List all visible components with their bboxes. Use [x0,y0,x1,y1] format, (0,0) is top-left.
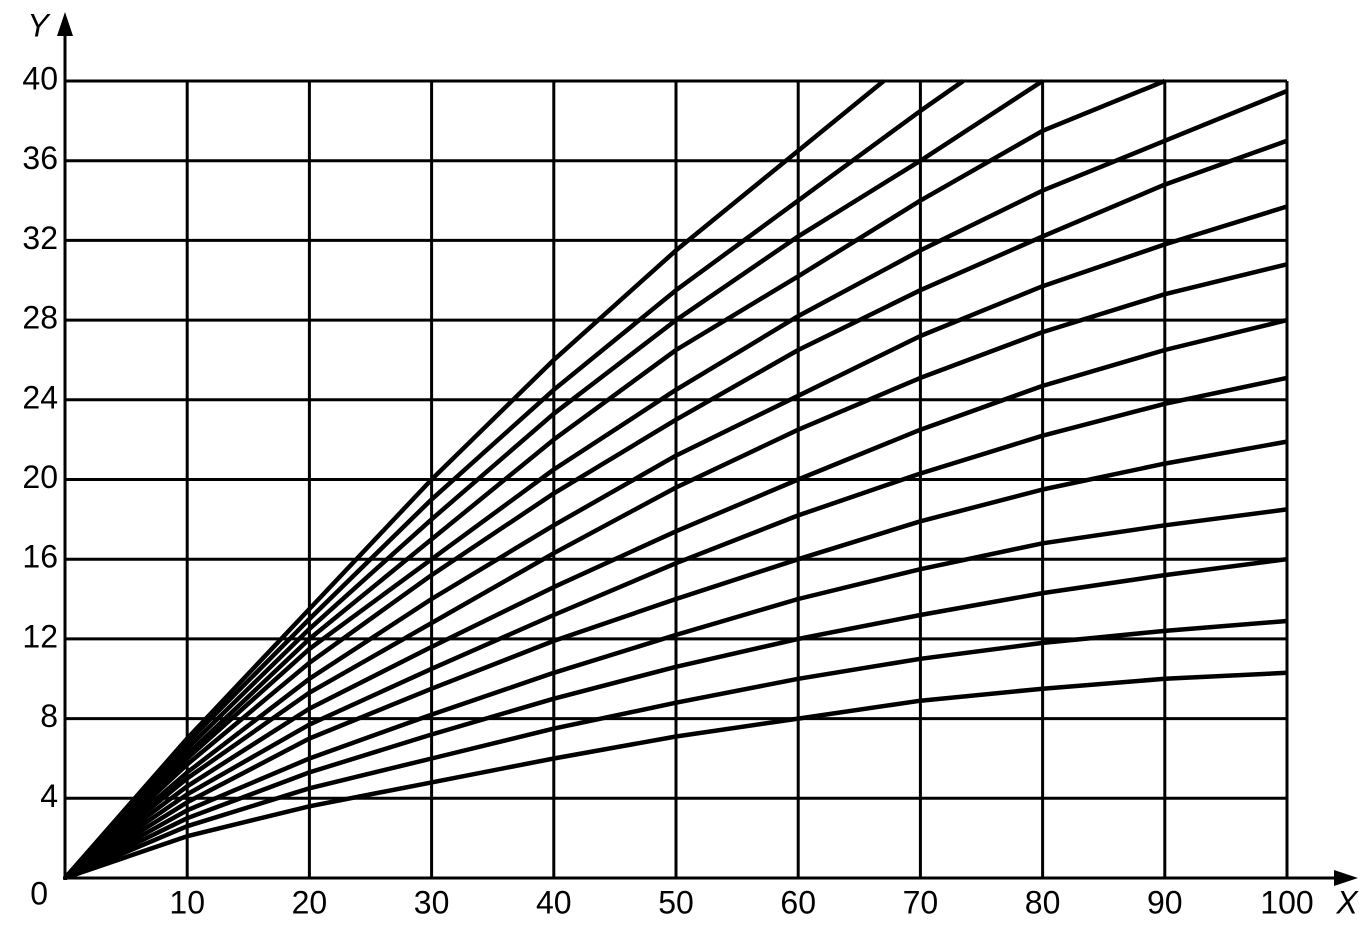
x-tick-label: 80 [1025,884,1061,920]
curve [63,375,1288,880]
y-tick-label: 36 [22,140,58,176]
x-tick-label: 90 [1147,884,1183,920]
curve [63,262,1288,880]
x-tick-label: 10 [169,884,205,920]
x-tick-label: 50 [658,884,694,920]
curve [63,79,1044,880]
y-tick-label: 40 [22,60,58,96]
x-tick-label: 20 [292,884,328,920]
x-axis-arrow [1334,870,1358,886]
x-tick-label: 30 [414,884,450,920]
y-tick-label: 28 [22,300,58,336]
y-tick-label: 4 [40,778,58,814]
y-tick-label: 0 [30,875,48,911]
y-tick-label: 24 [22,379,58,415]
curve [63,78,1166,880]
curve [64,556,1288,881]
curve [63,79,965,880]
curve [64,670,1288,881]
curve [63,507,1288,880]
y-tick-label: 16 [22,539,58,575]
y-axis-arrow [57,12,73,36]
x-tick-label: 100 [1260,884,1313,920]
x-tick-label: 40 [536,884,572,920]
y-axis-label: Y [27,7,51,43]
y-tick-label: 20 [22,459,58,495]
y-tick-label: 32 [22,220,58,256]
curve [63,138,1288,880]
x-tick-label: 70 [903,884,939,920]
curve [64,618,1288,881]
curve [63,88,1288,880]
x-tick-label: 60 [780,884,816,920]
curve [63,439,1288,880]
x-axis-label: X [1335,884,1359,920]
curve [63,204,1288,880]
curve [63,79,886,880]
y-tick-label: 8 [40,698,58,734]
curve [63,317,1288,880]
y-tick-label: 12 [22,618,58,654]
